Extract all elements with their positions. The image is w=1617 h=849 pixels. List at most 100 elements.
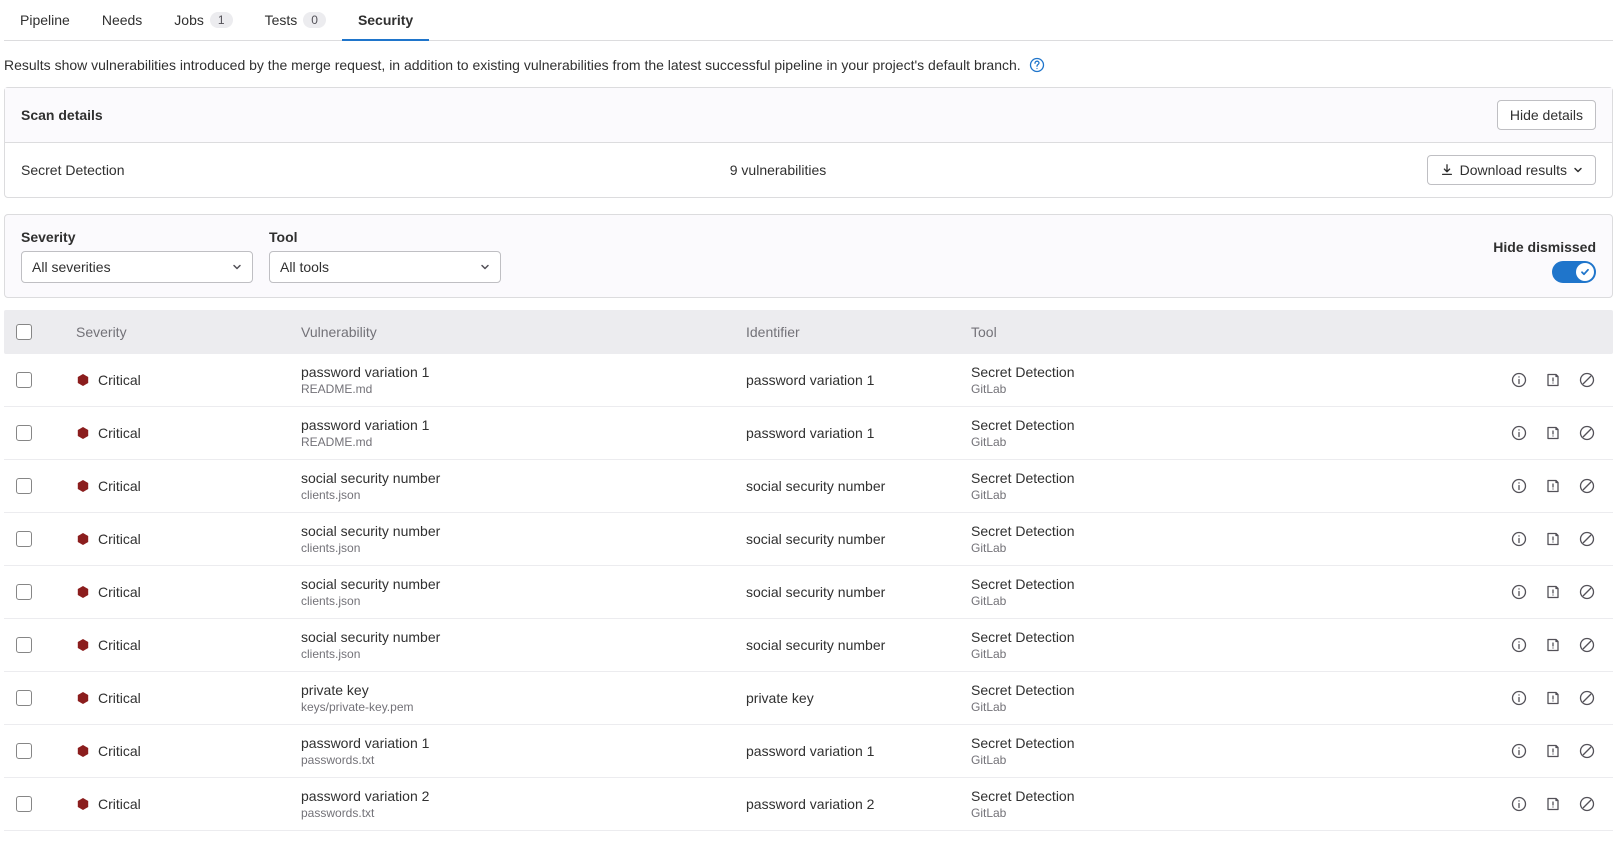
download-results-button[interactable]: Download results: [1427, 155, 1596, 185]
vulnerability-cell[interactable]: password variation 2 passwords.txt: [301, 788, 746, 820]
identifier-cell: social security number: [746, 531, 971, 547]
scan-details-title: Scan details: [21, 107, 103, 123]
severity-cell: Critical: [76, 743, 301, 759]
create-issue-icon[interactable]: [1545, 637, 1561, 653]
vulnerability-cell[interactable]: password variation 1 README.md: [301, 364, 746, 396]
severity-label: Severity: [21, 229, 253, 245]
create-issue-icon[interactable]: [1545, 584, 1561, 600]
toggle-knob: [1576, 263, 1594, 281]
row-checkbox[interactable]: [16, 478, 32, 494]
severity-select[interactable]: All severities: [21, 251, 253, 283]
severity-text: Critical: [98, 796, 141, 812]
header-identifier: Identifier: [746, 324, 971, 340]
vulnerability-name: password variation 1: [301, 417, 746, 433]
chevron-down-icon: [232, 262, 242, 272]
severity-value: All severities: [32, 259, 111, 275]
vulnerability-cell[interactable]: social security number clients.json: [301, 470, 746, 502]
tab-label: Jobs: [174, 12, 204, 28]
severity-text: Critical: [98, 478, 141, 494]
vulnerabilities-table: Severity Vulnerability Identifier Tool C…: [4, 310, 1613, 831]
dismiss-icon[interactable]: [1579, 425, 1595, 441]
row-checkbox[interactable]: [16, 690, 32, 706]
tool-vendor: GitLab: [971, 382, 1471, 396]
severity-cell: Critical: [76, 531, 301, 547]
dismiss-icon[interactable]: [1579, 531, 1595, 547]
more-info-icon[interactable]: [1511, 796, 1527, 812]
row-checkbox[interactable]: [16, 743, 32, 759]
more-info-icon[interactable]: [1511, 425, 1527, 441]
more-info-icon[interactable]: [1511, 637, 1527, 653]
tool-vendor: GitLab: [971, 594, 1471, 608]
row-checkbox[interactable]: [16, 637, 32, 653]
vulnerability-cell[interactable]: password variation 1 README.md: [301, 417, 746, 449]
dismiss-icon[interactable]: [1579, 637, 1595, 653]
dismiss-icon[interactable]: [1579, 743, 1595, 759]
tool-name: Secret Detection: [971, 576, 1471, 592]
create-issue-icon[interactable]: [1545, 690, 1561, 706]
more-info-icon[interactable]: [1511, 584, 1527, 600]
row-checkbox[interactable]: [16, 584, 32, 600]
table-header: Severity Vulnerability Identifier Tool: [4, 310, 1613, 354]
more-info-icon[interactable]: [1511, 478, 1527, 494]
tab-needs[interactable]: Needs: [86, 0, 158, 40]
filters-bar: Severity All severities Tool All tools H…: [4, 214, 1613, 298]
vulnerability-name: password variation 1: [301, 364, 746, 380]
tab-tests[interactable]: Tests0: [249, 0, 342, 40]
row-checkbox[interactable]: [16, 531, 32, 547]
dismiss-icon[interactable]: [1579, 372, 1595, 388]
severity-text: Critical: [98, 743, 141, 759]
row-checkbox[interactable]: [16, 796, 32, 812]
vulnerability-cell[interactable]: private key keys/private-key.pem: [301, 682, 746, 714]
create-issue-icon[interactable]: [1545, 372, 1561, 388]
severity-filter: Severity All severities: [21, 229, 253, 283]
identifier-cell: password variation 1: [746, 743, 971, 759]
table-row: Critical password variation 2 passwords.…: [4, 778, 1613, 831]
tool-name: Secret Detection: [971, 682, 1471, 698]
tab-pipeline[interactable]: Pipeline: [4, 0, 86, 40]
hide-details-button[interactable]: Hide details: [1497, 100, 1596, 130]
hide-dismissed-label: Hide dismissed: [1493, 239, 1596, 255]
dismiss-icon[interactable]: [1579, 478, 1595, 494]
vulnerability-cell[interactable]: password variation 1 passwords.txt: [301, 735, 746, 767]
row-checkbox[interactable]: [16, 372, 32, 388]
vulnerability-file: clients.json: [301, 541, 746, 555]
vulnerability-cell[interactable]: social security number clients.json: [301, 523, 746, 555]
tab-security[interactable]: Security: [342, 0, 429, 40]
table-row: Critical password variation 1 README.md …: [4, 354, 1613, 407]
more-info-icon[interactable]: [1511, 743, 1527, 759]
vulnerability-file: clients.json: [301, 647, 746, 661]
more-info-icon[interactable]: [1511, 690, 1527, 706]
header-vulnerability: Vulnerability: [301, 324, 746, 340]
create-issue-icon[interactable]: [1545, 425, 1561, 441]
table-row: Critical password variation 1 passwords.…: [4, 725, 1613, 778]
create-issue-icon[interactable]: [1545, 796, 1561, 812]
tool-cell: Secret Detection GitLab: [971, 682, 1471, 714]
vulnerability-cell[interactable]: social security number clients.json: [301, 576, 746, 608]
tab-label: Pipeline: [20, 12, 70, 28]
more-info-icon[interactable]: [1511, 372, 1527, 388]
more-info-icon[interactable]: [1511, 531, 1527, 547]
help-icon[interactable]: [1029, 57, 1045, 73]
hide-dismissed-toggle[interactable]: [1552, 261, 1596, 283]
create-issue-icon[interactable]: [1545, 478, 1561, 494]
critical-icon: [76, 479, 90, 493]
create-issue-icon[interactable]: [1545, 743, 1561, 759]
create-issue-icon[interactable]: [1545, 531, 1561, 547]
severity-text: Critical: [98, 584, 141, 600]
dismiss-icon[interactable]: [1579, 690, 1595, 706]
tool-cell: Secret Detection GitLab: [971, 629, 1471, 661]
critical-icon: [76, 585, 90, 599]
tool-select[interactable]: All tools: [269, 251, 501, 283]
row-checkbox[interactable]: [16, 425, 32, 441]
critical-icon: [76, 797, 90, 811]
vulnerability-cell[interactable]: social security number clients.json: [301, 629, 746, 661]
select-all-checkbox[interactable]: [16, 324, 32, 340]
tab-jobs[interactable]: Jobs1: [158, 0, 248, 40]
dismiss-icon[interactable]: [1579, 584, 1595, 600]
dismiss-icon[interactable]: [1579, 796, 1595, 812]
tab-label: Tests: [265, 12, 298, 28]
tool-vendor: GitLab: [971, 435, 1471, 449]
severity-text: Critical: [98, 372, 141, 388]
download-icon: [1440, 163, 1454, 177]
vulnerability-file: README.md: [301, 435, 746, 449]
